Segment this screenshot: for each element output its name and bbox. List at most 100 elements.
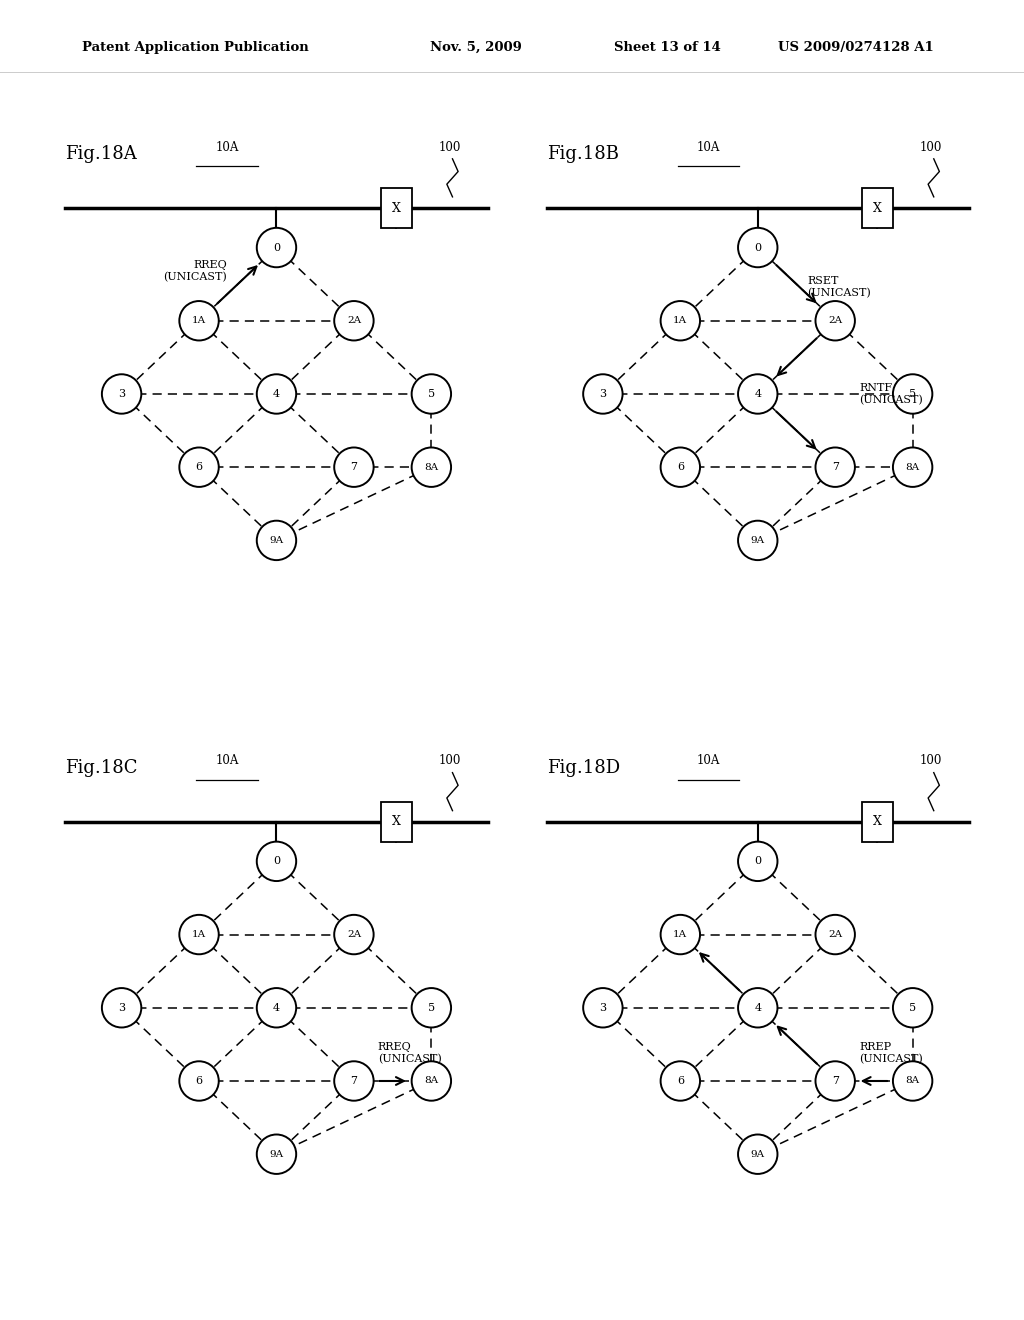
Text: US 2009/0274128 A1: US 2009/0274128 A1 (778, 41, 934, 54)
Circle shape (584, 375, 623, 413)
Text: 100: 100 (438, 140, 461, 153)
Text: 2A: 2A (347, 317, 361, 325)
Text: 8A: 8A (424, 1077, 438, 1085)
Circle shape (738, 520, 777, 560)
Circle shape (815, 915, 855, 954)
Circle shape (815, 1061, 855, 1101)
Circle shape (815, 301, 855, 341)
Circle shape (334, 447, 374, 487)
Text: 4: 4 (273, 389, 280, 399)
Text: 6: 6 (196, 462, 203, 473)
Text: 4: 4 (273, 1003, 280, 1012)
Circle shape (179, 915, 219, 954)
Text: 10A: 10A (215, 140, 239, 153)
Text: 1A: 1A (673, 317, 687, 325)
Circle shape (660, 447, 700, 487)
Circle shape (257, 520, 296, 560)
Text: 9A: 9A (269, 1150, 284, 1159)
Text: Nov. 5, 2009: Nov. 5, 2009 (430, 41, 522, 54)
Circle shape (101, 989, 141, 1027)
Circle shape (893, 375, 932, 413)
Circle shape (660, 915, 700, 954)
Text: 6: 6 (677, 1076, 684, 1086)
Text: 2A: 2A (828, 317, 843, 325)
Text: 5: 5 (909, 389, 916, 399)
Text: 10A: 10A (696, 754, 720, 767)
Circle shape (257, 842, 296, 880)
Text: 10A: 10A (215, 754, 239, 767)
Text: 9A: 9A (269, 536, 284, 545)
Text: 100: 100 (920, 754, 942, 767)
Circle shape (738, 375, 777, 413)
Circle shape (101, 375, 141, 413)
Text: 0: 0 (273, 243, 280, 252)
Text: 6: 6 (677, 462, 684, 473)
Text: 8A: 8A (905, 463, 920, 471)
Circle shape (412, 375, 451, 413)
Circle shape (179, 447, 219, 487)
Text: 0: 0 (755, 857, 761, 866)
Text: 6: 6 (196, 1076, 203, 1086)
Circle shape (412, 447, 451, 487)
Text: RREP
(UNICAST): RREP (UNICAST) (859, 1041, 923, 1064)
Text: 5: 5 (909, 1003, 916, 1012)
Text: 5: 5 (428, 1003, 435, 1012)
FancyBboxPatch shape (381, 189, 412, 228)
Circle shape (893, 1061, 932, 1101)
Text: 8A: 8A (905, 1077, 920, 1085)
Text: 8A: 8A (424, 463, 438, 471)
Text: X: X (392, 202, 400, 215)
FancyBboxPatch shape (381, 803, 412, 842)
Text: 3: 3 (118, 389, 125, 399)
Text: RREQ
(UNICAST): RREQ (UNICAST) (164, 260, 227, 282)
Text: 1A: 1A (191, 931, 206, 939)
Text: RSET
(UNICAST): RSET (UNICAST) (807, 276, 870, 298)
FancyBboxPatch shape (862, 189, 893, 228)
Circle shape (815, 447, 855, 487)
Circle shape (257, 989, 296, 1027)
Text: 1A: 1A (673, 931, 687, 939)
Circle shape (738, 989, 777, 1027)
Text: 9A: 9A (751, 536, 765, 545)
Circle shape (179, 1061, 219, 1101)
Text: 100: 100 (438, 754, 461, 767)
Text: Sheet 13 of 14: Sheet 13 of 14 (614, 41, 721, 54)
Text: 7: 7 (350, 462, 357, 473)
Text: 10A: 10A (696, 140, 720, 153)
Circle shape (334, 1061, 374, 1101)
Text: 0: 0 (273, 857, 280, 866)
Text: 9A: 9A (751, 1150, 765, 1159)
Circle shape (334, 301, 374, 341)
Text: 7: 7 (350, 1076, 357, 1086)
Text: Fig.18B: Fig.18B (547, 145, 618, 162)
Circle shape (257, 1134, 296, 1173)
Text: X: X (392, 816, 400, 829)
Text: 2A: 2A (347, 931, 361, 939)
Text: 4: 4 (755, 389, 761, 399)
Text: 5: 5 (428, 389, 435, 399)
Text: RNTF
(UNICAST): RNTF (UNICAST) (859, 383, 923, 405)
Text: 4: 4 (755, 1003, 761, 1012)
Text: 2A: 2A (828, 931, 843, 939)
Text: Fig.18D: Fig.18D (547, 759, 620, 776)
Circle shape (257, 228, 296, 267)
Text: 100: 100 (920, 140, 942, 153)
Text: Patent Application Publication: Patent Application Publication (82, 41, 308, 54)
Circle shape (412, 1061, 451, 1101)
FancyBboxPatch shape (862, 803, 893, 842)
Text: X: X (873, 816, 882, 829)
Circle shape (660, 1061, 700, 1101)
Text: X: X (873, 202, 882, 215)
Text: 1A: 1A (191, 317, 206, 325)
Circle shape (893, 447, 932, 487)
Circle shape (738, 842, 777, 880)
Text: Fig.18C: Fig.18C (66, 759, 138, 776)
Text: Fig.18A: Fig.18A (66, 145, 137, 162)
Text: 3: 3 (118, 1003, 125, 1012)
Text: RREQ
(UNICAST): RREQ (UNICAST) (378, 1041, 441, 1064)
Circle shape (334, 915, 374, 954)
Text: 7: 7 (831, 1076, 839, 1086)
Circle shape (584, 989, 623, 1027)
Text: 7: 7 (831, 462, 839, 473)
Circle shape (179, 301, 219, 341)
